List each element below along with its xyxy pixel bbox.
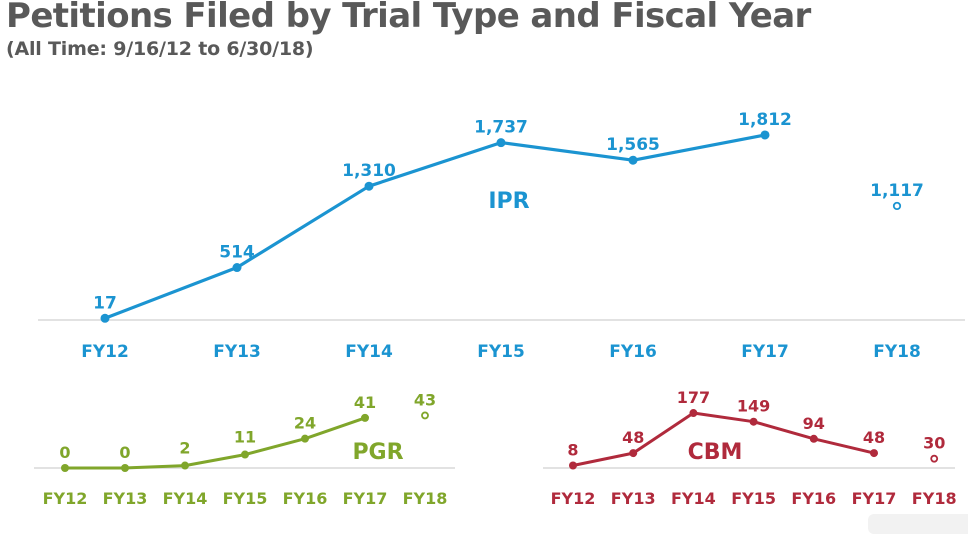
pgr-point-fy14[interactable] — [181, 461, 189, 470]
ipr-value-label-fy13: 514 — [219, 243, 255, 263]
pgr-point-fy12[interactable] — [61, 464, 69, 472]
ipr-x-tick-label-fy18: FY18 — [873, 342, 921, 362]
pgr-point-fy17[interactable] — [361, 413, 369, 422]
ipr-value-label-fy16: 1,565 — [606, 135, 660, 155]
pgr-value-label-fy18: 43 — [414, 390, 436, 409]
ipr-point-fy13[interactable] — [232, 263, 242, 273]
charts-canvas: 17 514 1,310 1,737 1,565 1,812 1,117 FY12 FY13 FY… — [34, 110, 965, 508]
pgr-point-fy13[interactable] — [121, 464, 129, 472]
cbm-x-tick-label-fy18: FY18 — [912, 489, 957, 508]
ipr-x-tick-label-fy13: FY13 — [213, 342, 261, 362]
cbm-value-label-fy17: 48 — [863, 428, 885, 447]
ipr-x-tick-label-fy15: FY15 — [477, 342, 525, 362]
cbm-point-fy17[interactable] — [870, 449, 878, 458]
cbm-point-fy14[interactable] — [689, 409, 698, 418]
cbm-point-fy16[interactable] — [809, 434, 818, 443]
cbm-value-label-fy16: 94 — [803, 414, 825, 433]
ipr-x-tick-label-fy16: FY16 — [609, 342, 657, 362]
cbm-point-fy12[interactable] — [569, 461, 577, 470]
ipr-point-fy15[interactable] — [496, 138, 506, 148]
cbm-value-label-fy18: 30 — [923, 434, 945, 453]
ipr-point-fy18-partial[interactable] — [892, 201, 902, 211]
ipr-value-label-fy12: 17 — [93, 293, 117, 313]
ipr-x-tick-label-fy12: FY12 — [81, 342, 129, 362]
corner-decoration — [868, 514, 968, 534]
cbm-point-fy13[interactable] — [629, 449, 638, 458]
cbm-x-tick-label-fy12: FY12 — [551, 489, 596, 508]
pgr-value-label-fy17: 41 — [354, 393, 376, 412]
cbm-x-tick-label-fy14: FY14 — [671, 489, 716, 508]
cbm-series-line — [571, 411, 876, 467]
pgr-series-label: PGR — [352, 440, 403, 465]
ipr-x-tick-label-fy17: FY17 — [741, 342, 789, 362]
ipr-point-fy12[interactable] — [100, 313, 110, 323]
pgr-x-tick-label-fy13: FY13 — [103, 489, 148, 508]
pgr-value-label-fy16: 24 — [294, 414, 316, 433]
ipr-value-label-fy14: 1,310 — [342, 161, 396, 181]
ipr-point-fy16[interactable] — [628, 155, 638, 165]
cbm-x-tick-label-fy17: FY17 — [852, 489, 897, 508]
cbm-x-tick-label-fy13: FY13 — [611, 489, 656, 508]
cbm-point-fy18-partial[interactable] — [930, 454, 939, 463]
cbm-x-tick-label-fy15: FY15 — [731, 489, 776, 508]
ipr-series-line — [103, 133, 767, 320]
ipr-value-label-fy15: 1,737 — [474, 118, 528, 138]
pgr-x-tick-label-fy18: FY18 — [403, 489, 448, 508]
pgr-value-label-fy15: 11 — [234, 428, 256, 447]
pgr-series-line — [63, 416, 367, 470]
cbm-point-fy15[interactable] — [749, 417, 758, 426]
cbm-series-label: CBM — [688, 440, 743, 465]
cbm-value-label-fy14: 177 — [677, 388, 710, 407]
pgr-x-tick-label-fy17: FY17 — [343, 489, 388, 508]
pgr-point-fy18-partial[interactable] — [421, 411, 429, 420]
ipr-value-label-fy18: 1,117 — [870, 181, 924, 201]
ipr-value-label-fy17: 1,812 — [738, 110, 792, 130]
pgr-point-fy16[interactable] — [301, 434, 309, 443]
pgr-value-label-fy13: 0 — [119, 443, 130, 462]
pgr-x-tick-label-fy16: FY16 — [283, 489, 328, 508]
chart-subtitle: (All Time: 9/16/12 to 6/30/18) — [6, 38, 314, 60]
pgr-x-tick-label-fy14: FY14 — [163, 489, 208, 508]
ipr-point-fy14[interactable] — [364, 181, 374, 191]
pgr-point-fy15[interactable] — [241, 450, 249, 459]
ipr-x-tick-label-fy14: FY14 — [345, 342, 393, 362]
pgr-value-label-fy14: 2 — [179, 439, 190, 458]
ipr-series-label: IPR — [488, 189, 529, 214]
pgr-x-tick-label-fy12: FY12 — [43, 489, 88, 508]
cbm-value-label-fy15: 149 — [737, 397, 770, 416]
pgr-value-label-fy12: 0 — [59, 443, 70, 462]
ipr-point-fy17[interactable] — [760, 130, 770, 140]
pgr-x-tick-label-fy15: FY15 — [223, 489, 268, 508]
chart-title: Petitions Filed by Trial Type and Fiscal… — [6, 0, 811, 36]
cbm-x-tick-label-fy16: FY16 — [791, 489, 836, 508]
cbm-value-label-fy12: 8 — [567, 441, 578, 460]
cbm-value-label-fy13: 48 — [622, 428, 644, 447]
